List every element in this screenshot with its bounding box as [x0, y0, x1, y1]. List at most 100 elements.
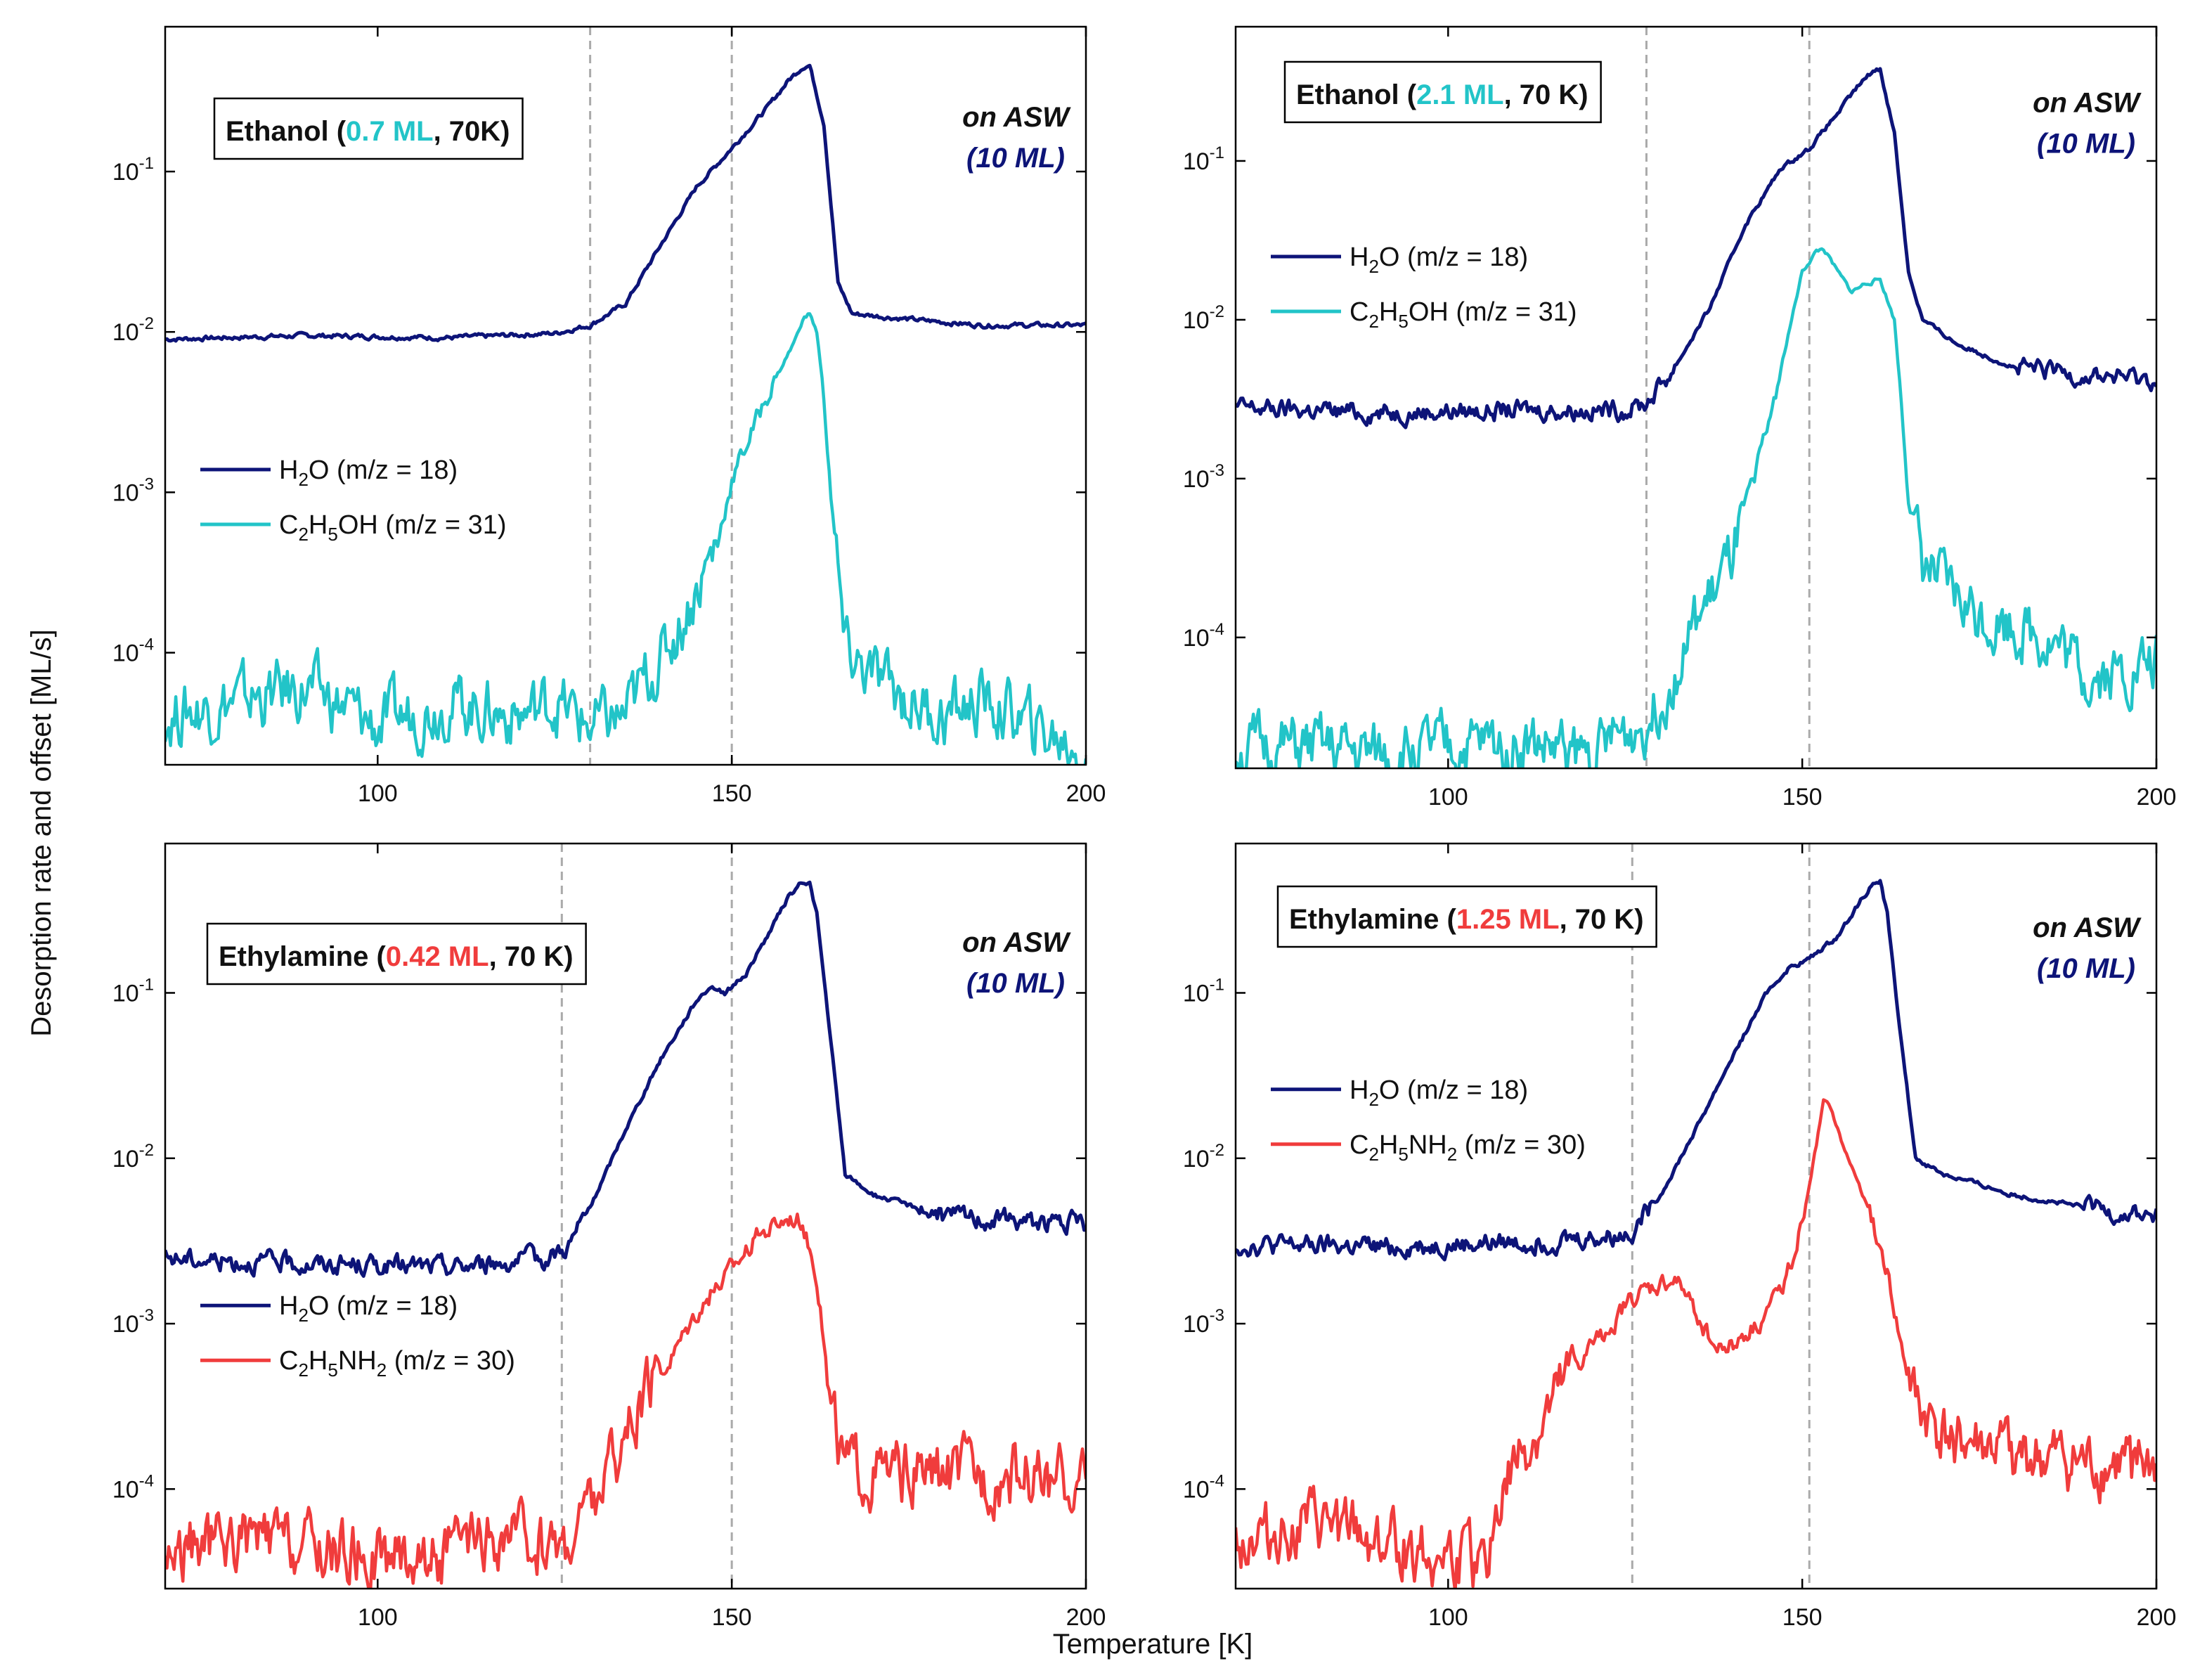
legend-text: (m/z = 30) [1457, 1130, 1586, 1160]
x-tick-label: 100 [1428, 784, 1468, 810]
legend-subscript: 2 [1368, 1144, 1378, 1165]
panel-frame [164, 842, 1087, 1590]
asw-thickness-value: 10 ML [2046, 129, 2125, 160]
legend-text: OH (m/z = 31) [338, 510, 507, 540]
legend-text: H [1350, 1075, 1368, 1105]
panel-title-suffix: , 70 K) [1504, 79, 1588, 110]
legend-text: (m/z = 30) [387, 1346, 515, 1376]
legend-subscript: 5 [328, 524, 337, 545]
water-series-line [165, 880, 1086, 1278]
legend-subscript: 2 [298, 1359, 308, 1381]
y-tick-mantissa: 10 [112, 159, 139, 186]
x-tick-label: 200 [2137, 784, 2177, 810]
panel-title-suffix: , 70 K) [1560, 904, 1644, 935]
asw-paren-close: ) [2123, 129, 2135, 160]
x-tick-label: 100 [358, 1604, 398, 1631]
x-tick-label: 150 [712, 1604, 752, 1631]
legend-subscript: 5 [328, 1359, 337, 1381]
y-tick-mantissa: 10 [112, 1311, 139, 1338]
panel-title: Ethylamine (0.42 ML, 70 K) [219, 941, 574, 972]
legend-text: O (m/z = 18) [309, 455, 458, 485]
panel-title-coverage: 1.25 ML [1456, 904, 1560, 935]
panel-frame [1234, 842, 2158, 1590]
y-tick-exponent: -4 [139, 1471, 154, 1490]
plot-area [165, 63, 1086, 765]
x-tick-label: 150 [712, 780, 752, 807]
legend-text: C [279, 510, 298, 540]
y-tick-mantissa: 10 [1183, 1146, 1210, 1172]
panel-title-prefix: Ethanol ( [1296, 79, 1417, 110]
legend-text: NH [338, 1346, 377, 1376]
y-tick-label: 10-1 [112, 154, 154, 186]
legend-text: O (m/z = 18) [1379, 243, 1528, 272]
legend-label-water: H2O (m/z = 18) [279, 1291, 458, 1326]
asw-thickness-label: (10 ML) [2037, 953, 2135, 984]
y-tick-exponent: -1 [139, 154, 154, 173]
panel-title-prefix: Ethanol ( [226, 116, 347, 147]
legend-subscript: 2 [298, 469, 308, 490]
legend-label-species: C2H5NH2 (m/z = 30) [1350, 1130, 1586, 1165]
asw-thickness-label: (10 ML) [966, 968, 1065, 999]
water-series-line [165, 63, 1086, 343]
on-asw-label: on ASW [962, 927, 1071, 958]
plot-area [1236, 67, 2156, 768]
legend-text: C [279, 1346, 298, 1376]
asw-thickness-label: (10 ML) [2037, 129, 2135, 160]
panel-title-suffix: , 70 K) [489, 941, 574, 972]
y-tick-label: 10-3 [112, 1306, 154, 1338]
legend-text: O (m/z = 18) [1379, 1075, 1528, 1105]
y-tick-exponent: -1 [1210, 143, 1224, 162]
panel-title-box [213, 97, 524, 160]
legend-subscript: 2 [377, 1359, 387, 1381]
asw-thickness-label: (10 ML) [966, 143, 1065, 174]
species-series-line [165, 312, 1086, 765]
legend-text: H [1379, 1130, 1398, 1160]
on-asw-label: on ASW [962, 102, 1071, 133]
panel-title-box [1276, 885, 1657, 948]
legend-text: C [1350, 297, 1368, 327]
legend-subscript: 2 [298, 1305, 308, 1326]
y-tick-exponent: -2 [139, 314, 154, 333]
panel-title: Ethanol (0.7 ML, 70K) [226, 116, 510, 147]
y-tick-exponent: -4 [139, 635, 154, 654]
legend-text: H [279, 455, 298, 485]
panel-title: Ethylamine (1.25 ML, 70 K) [1289, 904, 1644, 935]
panel-title-coverage: 2.1 ML [1416, 79, 1503, 110]
species-series-line [165, 1212, 1086, 1589]
on-asw-label: on ASW [2033, 88, 2142, 119]
panel-frame [164, 25, 1087, 766]
plot-area [165, 880, 1086, 1589]
panel-title-prefix: Ethylamine ( [1289, 904, 1457, 935]
x-tick-label: 200 [1066, 780, 1106, 807]
legend-subscript: 2 [1368, 256, 1378, 277]
x-tick-label: 200 [2137, 1604, 2177, 1631]
legend-text: C [1350, 1130, 1368, 1160]
legend-subscript: 5 [1398, 1144, 1408, 1165]
x-tick-label: 150 [1782, 1604, 1823, 1631]
y-tick-exponent: -2 [139, 1141, 154, 1160]
y-tick-label: 10-2 [1183, 302, 1224, 334]
y-tick-label: 10-1 [1183, 975, 1224, 1007]
y-tick-mantissa: 10 [112, 640, 139, 667]
y-tick-exponent: -1 [139, 975, 154, 994]
y-tick-label: 10-4 [1183, 1471, 1224, 1503]
asw-paren-close: ) [1053, 143, 1065, 174]
y-tick-mantissa: 10 [1183, 466, 1210, 493]
y-tick-label: 10-2 [112, 314, 154, 346]
panel-title: Ethanol (2.1 ML, 70 K) [1296, 79, 1588, 110]
legend-subscript: 2 [298, 524, 308, 545]
panel-title-box [206, 922, 587, 986]
y-tick-label: 10-3 [112, 474, 154, 506]
legend-subscript: 5 [1398, 311, 1408, 332]
y-tick-mantissa: 10 [1183, 1311, 1210, 1338]
legend-label-water: H2O (m/z = 18) [279, 455, 458, 490]
y-tick-mantissa: 10 [1183, 307, 1210, 334]
shared-x-axis-label: Temperature [K] [1053, 1629, 1253, 1660]
legend-text: O (m/z = 18) [309, 1291, 458, 1321]
legend-text: H [309, 510, 328, 540]
y-tick-label: 10-3 [1183, 1306, 1224, 1338]
